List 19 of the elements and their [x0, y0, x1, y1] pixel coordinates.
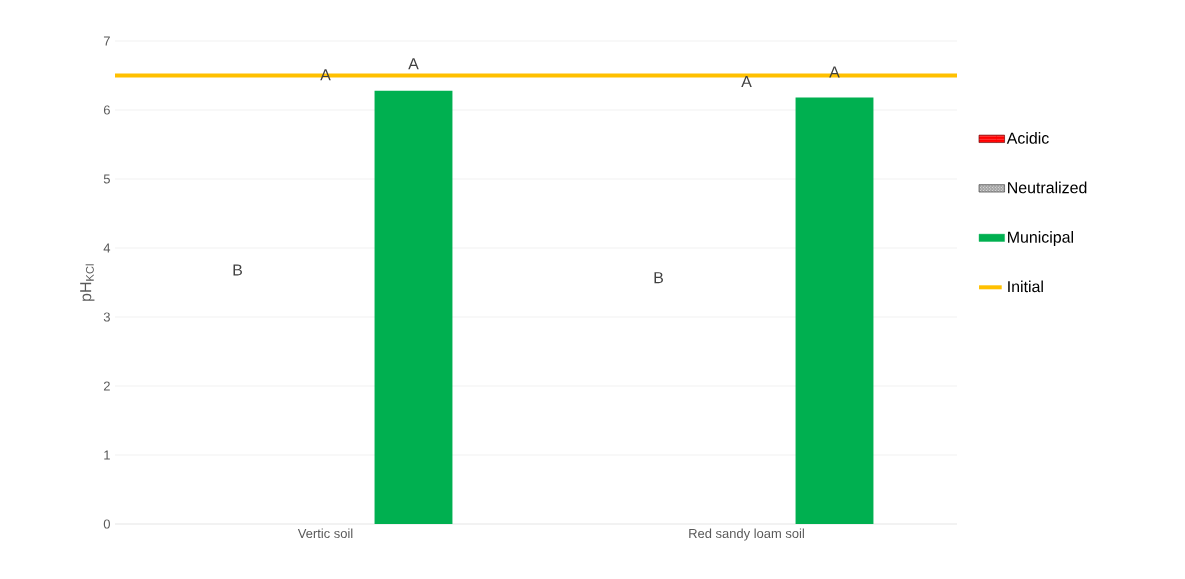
- annotation: A: [741, 76, 752, 88]
- x-tick-label: Red sandy loam soil: [689, 528, 804, 541]
- annotation: B: [233, 264, 242, 276]
- annotation: B: [654, 272, 663, 284]
- legend-label: Initial: [1008, 280, 1043, 293]
- y-tick-label: 0: [103, 519, 110, 529]
- y-tick-label: 6: [103, 105, 110, 115]
- y-tick-label: 1: [104, 450, 110, 460]
- y-tick-label: 3: [103, 312, 110, 322]
- y-tick-label: 2: [103, 381, 110, 391]
- legend-label: Municipal: [1008, 231, 1073, 246]
- annotation: A: [408, 58, 419, 70]
- y-tick-label: 4: [103, 243, 111, 253]
- y-axis-title: pH$_{KCl}$: [80, 264, 95, 301]
- x-tick-label: Vertic soil: [297, 528, 353, 539]
- y-tick-label: 7: [103, 36, 110, 46]
- legend-label: Neutralized: [1008, 181, 1087, 194]
- legend-label: Acidic: [1006, 132, 1049, 144]
- y-tick-label: 5: [103, 174, 110, 184]
